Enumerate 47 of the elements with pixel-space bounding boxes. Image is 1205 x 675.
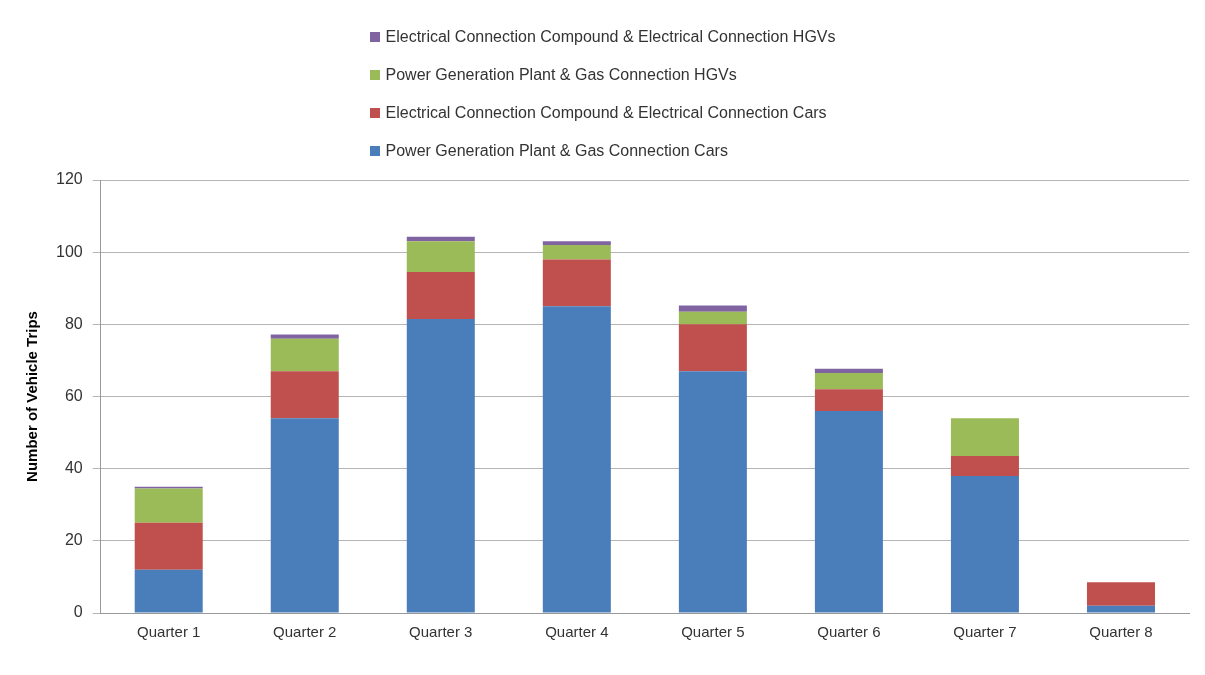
bar <box>814 368 883 374</box>
x-tick-label: Quarter 2 <box>273 623 337 641</box>
bar <box>950 456 1019 476</box>
bar <box>814 389 883 411</box>
legend-label: Electrical Connection Compound & Electrical Connection HGVs <box>385 27 836 47</box>
bar <box>134 522 203 570</box>
bar <box>678 311 747 325</box>
y-tick-label: 20 <box>64 531 83 549</box>
y-axis-title: Number of Vehicle Trips <box>23 311 41 482</box>
x-tick-label: Quarter 7 <box>953 623 1017 641</box>
y-tick-label: 80 <box>64 314 83 332</box>
bar <box>950 418 1019 457</box>
bar <box>542 241 611 245</box>
bar <box>134 569 203 613</box>
y-tick-label: 0 <box>73 603 83 621</box>
y-tick-label: 120 <box>55 170 83 188</box>
bar <box>270 371 339 419</box>
bar <box>678 324 747 372</box>
legend-label: Power Generation Plant & Gas Connection Cars <box>385 141 728 161</box>
y-tick-label: 100 <box>55 242 83 260</box>
bar <box>270 338 339 372</box>
x-tick-label: Quarter 1 <box>137 623 201 641</box>
bar <box>406 241 475 273</box>
x-tick-label: Quarter 5 <box>681 623 745 641</box>
x-tick-label: Quarter 3 <box>409 623 473 641</box>
y-tick-label: 60 <box>64 386 83 404</box>
bar <box>814 410 883 613</box>
legend-label: Electrical Connection Compound & Electrical Connection Cars <box>385 103 827 123</box>
x-tick-label: Quarter 8 <box>1089 623 1153 641</box>
bar <box>950 475 1019 613</box>
bar <box>678 371 747 613</box>
bar <box>270 418 339 613</box>
x-tick-label: Quarter 4 <box>545 623 609 641</box>
bar <box>1086 582 1155 606</box>
bar <box>542 306 611 613</box>
bar <box>270 334 339 339</box>
bar <box>134 488 203 523</box>
bar <box>1086 605 1155 613</box>
bar <box>542 244 611 260</box>
bar <box>814 373 883 390</box>
x-tick-label: Quarter 6 <box>817 623 881 641</box>
bar <box>406 272 475 319</box>
bar <box>406 318 475 613</box>
y-tick-label: 40 <box>64 459 83 477</box>
legend-label: Power Generation Plant & Gas Connection HGVs <box>385 65 737 85</box>
bar <box>542 259 611 307</box>
bar <box>678 305 747 312</box>
